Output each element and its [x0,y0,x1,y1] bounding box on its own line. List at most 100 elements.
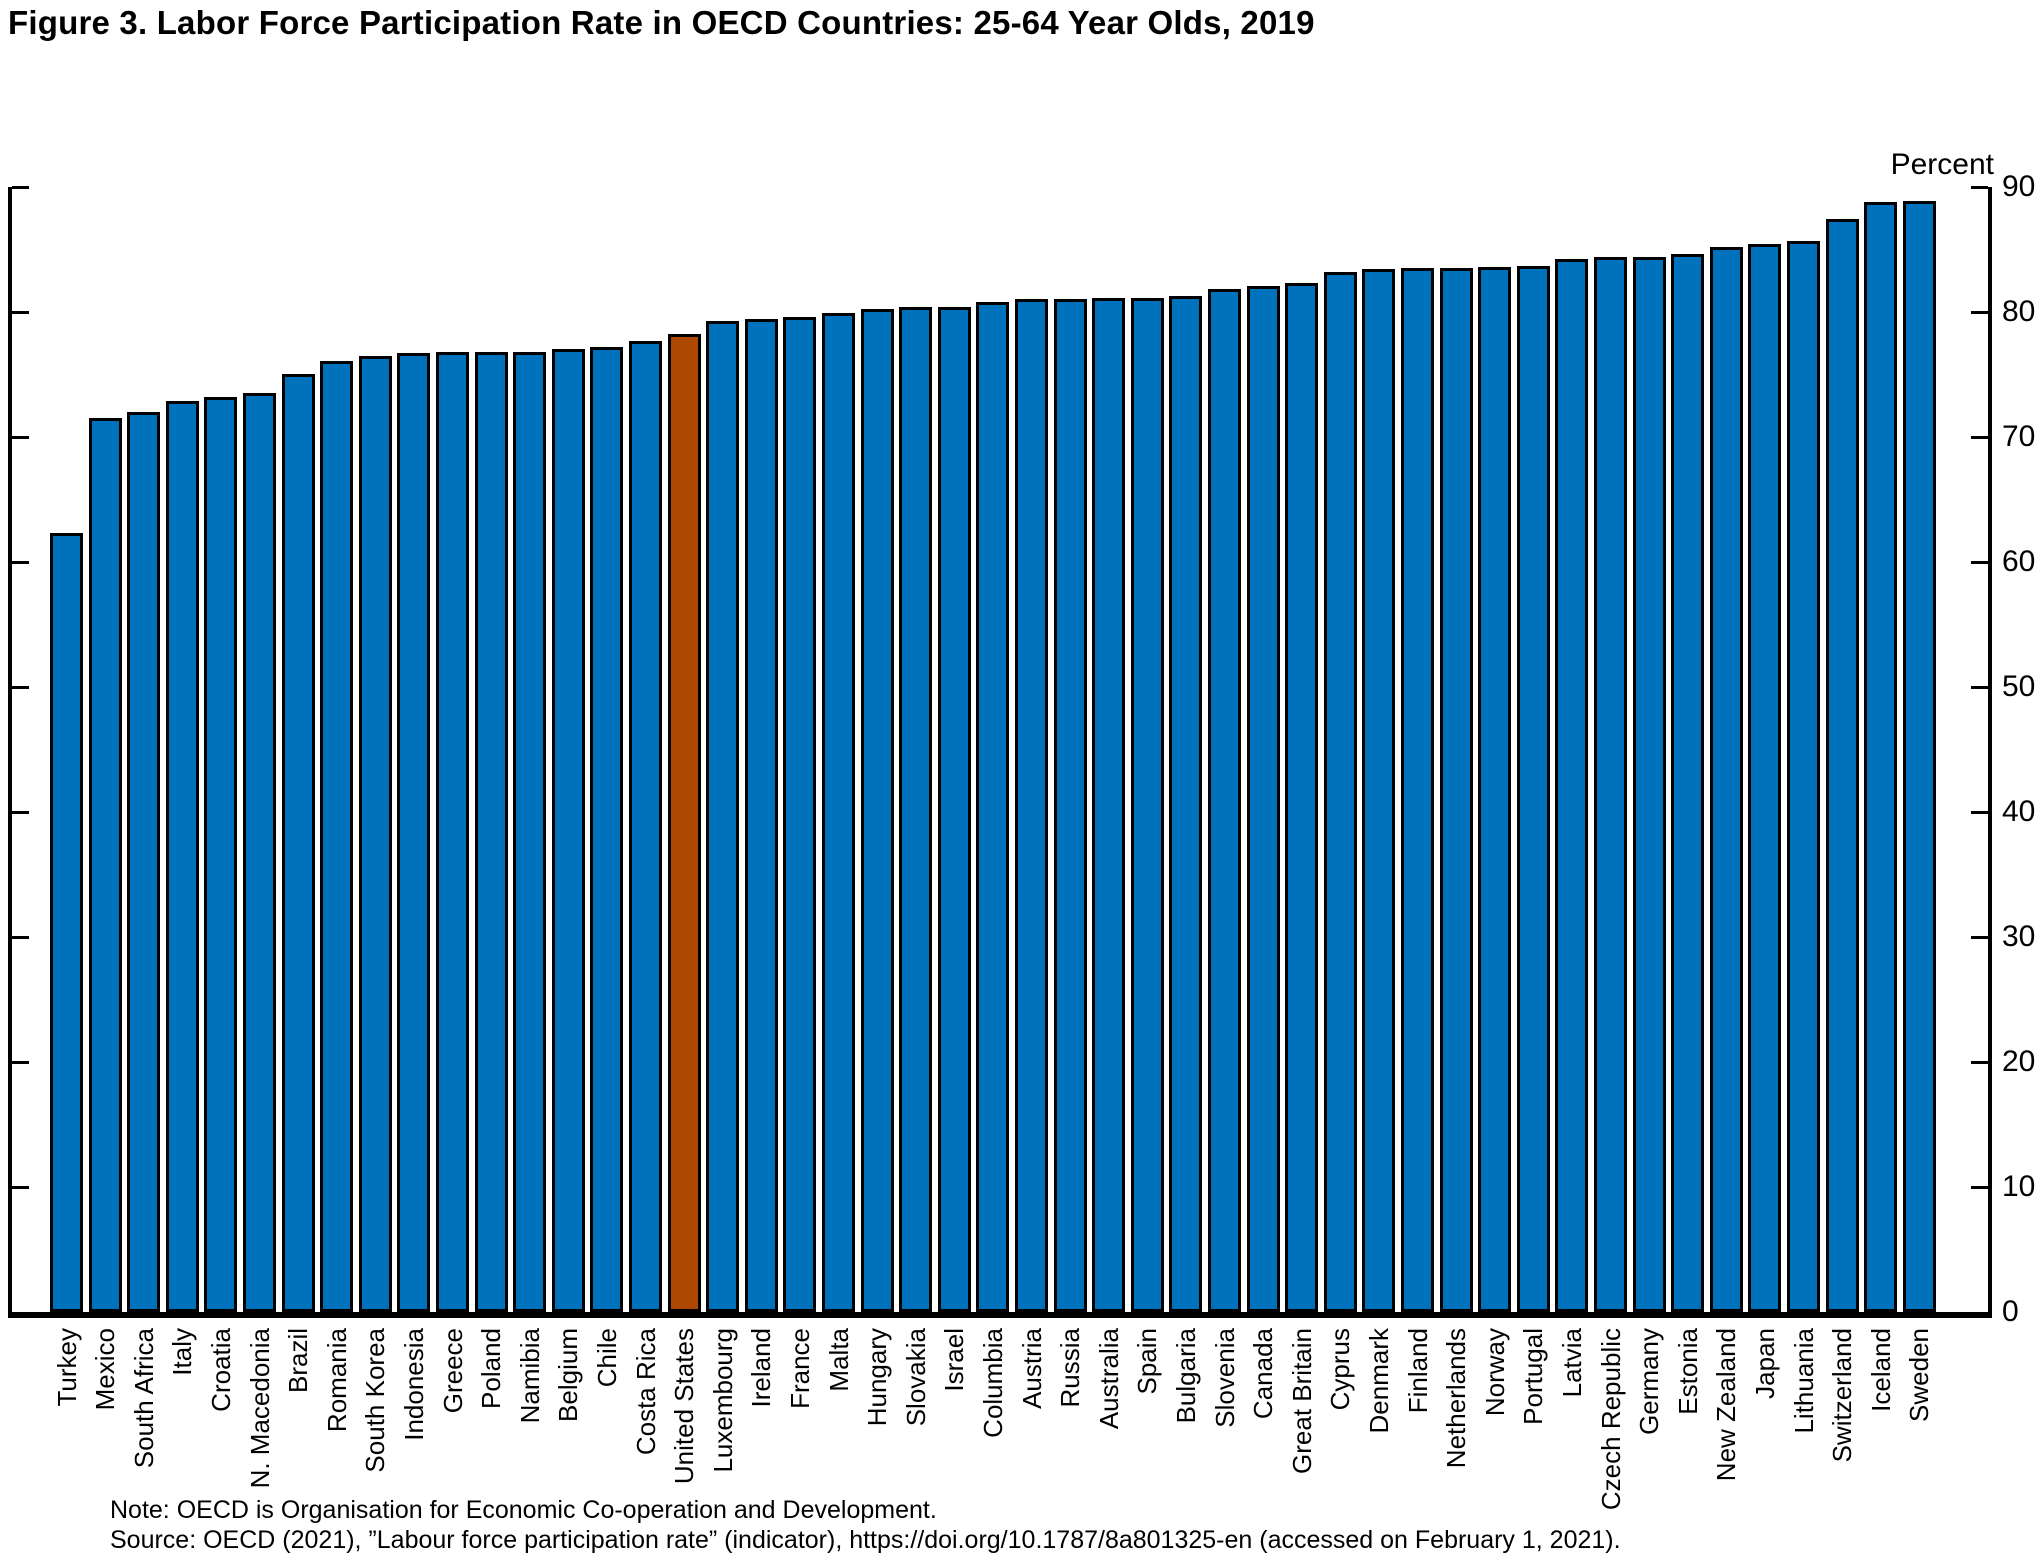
x-axis-label-box: Hungary [857,1328,897,1426]
x-axis-label: Spain [1132,1328,1162,1395]
x-axis-label-box: N. Macedonia [240,1328,280,1488]
x-axis-label-box: Portugal [1513,1328,1553,1425]
x-axis-label-box: Croatia [201,1328,241,1412]
bar-netherlands [1440,268,1473,1312]
bar-germany [1633,257,1666,1312]
x-axis-label: Israel [939,1328,969,1392]
y-axis-tick-label: 70 [2002,420,2036,453]
y-axis-tick-right [1971,311,1988,314]
x-axis-label-box: Malta [819,1328,859,1392]
bar-mexico [89,418,122,1312]
x-axis-label: Chile [592,1328,622,1388]
bar-finland [1401,268,1434,1312]
x-axis-label: United States [669,1328,699,1485]
bar-croatia [204,397,237,1312]
x-axis-label-box: New Zealand [1706,1328,1746,1481]
x-axis-label-box: Turkey [47,1328,87,1407]
x-axis-label: Great Britain [1287,1328,1317,1474]
bar-latvia [1555,259,1588,1312]
x-axis-label: Denmark [1364,1328,1394,1434]
x-axis-label: France [785,1328,815,1409]
x-axis-label-box: Germany [1629,1328,1669,1435]
y-axis-tick-label: 20 [2002,1045,2036,1078]
x-axis-label-box: Iceland [1861,1328,1901,1412]
x-axis-label: N. Macedonia [245,1328,275,1489]
x-axis-label-box: Columbia [973,1328,1013,1438]
x-axis-label-box: Romania [317,1328,357,1432]
y-axis-tick-right [1971,436,1988,439]
x-axis-label: Switzerland [1827,1328,1857,1463]
bar-romania [320,361,353,1312]
x-axis-label: Lithuania [1789,1328,1819,1434]
y-axis-tick-left [12,936,29,939]
bar-denmark [1362,269,1395,1312]
x-axis-label: Belgium [553,1328,583,1422]
bar-brazil [282,374,315,1312]
x-axis-label-box: Bulgaria [1166,1328,1206,1423]
y-axis-unit-label: Percent [1890,148,1994,181]
bar-n-macedonia [243,393,276,1312]
x-axis-label: Finland [1403,1328,1433,1414]
x-axis-label-box: Finland [1398,1328,1438,1413]
bar-south-korea [359,356,392,1312]
bar-slovenia [1208,289,1241,1312]
x-axis-label-box: Mexico [85,1328,125,1410]
y-axis-tick-label: 40 [2002,795,2036,828]
y-axis-tick-label: 90 [2002,170,2036,203]
bar-columbia [976,302,1009,1312]
y-axis-tick-label: 30 [2002,920,2036,953]
x-axis-label: Slovenia [1210,1328,1240,1428]
bar-belgium [552,349,585,1312]
bar-greece [436,352,469,1312]
x-axis-label: Cyprus [1325,1328,1355,1411]
x-axis-label: Hungary [862,1328,892,1427]
y-axis-tick-label: 80 [2002,295,2036,328]
x-axis-label: Indonesia [399,1328,429,1441]
x-axis-label-box: Ireland [741,1328,781,1408]
bar-iceland [1864,202,1897,1312]
x-axis-label: Australia [1094,1328,1124,1430]
x-axis-label-box: Spain [1127,1328,1167,1395]
y-axis-tick-left [12,811,29,814]
bar-russia [1054,299,1087,1312]
x-axis-label-box: Greece [433,1328,473,1413]
x-axis-label: Estonia [1673,1328,1703,1415]
bar-united-states [668,334,701,1312]
bar-ireland [745,319,778,1312]
x-axis-label: Czech Republic [1596,1328,1626,1511]
x-axis-label-box: Denmark [1359,1328,1399,1433]
x-axis-label-box: Namibia [510,1328,550,1423]
x-axis-label: Portugal [1518,1328,1548,1425]
bar-new-zealand [1710,247,1743,1312]
x-axis-label-box: Estonia [1668,1328,1708,1415]
x-axis-label: Canada [1248,1328,1278,1420]
x-axis-label-box: Indonesia [394,1328,434,1441]
bar-canada [1247,286,1280,1312]
x-axis-label: Brazil [283,1328,313,1394]
bar-slovakia [899,307,932,1312]
y-axis-tick-right [1971,186,1988,189]
y-axis-tick-left [12,436,29,439]
x-axis-label: Netherlands [1441,1328,1471,1469]
x-axis-label: South Africa [129,1328,159,1469]
y-axis-tick-label: 60 [2002,545,2036,578]
x-axis-label: Iceland [1866,1328,1896,1412]
bar-switzerland [1826,219,1859,1312]
x-axis-label: Bulgaria [1171,1328,1201,1424]
bar-norway [1478,267,1511,1312]
x-axis-label: Greece [438,1328,468,1414]
bar-cyprus [1324,272,1357,1312]
y-axis-tick-left [12,1186,29,1189]
y-axis-right-spine [1988,187,1992,1312]
x-axis-label: Italy [167,1328,197,1376]
x-axis-label: Columbia [978,1328,1008,1438]
x-axis-label: Japan [1750,1328,1780,1399]
bar-south-africa [127,412,160,1312]
bar-czech-republic [1594,257,1627,1312]
x-axis-label: Luxembourg [708,1328,738,1473]
x-axis-label-box: Cyprus [1320,1328,1360,1410]
y-axis-tick-label: 50 [2002,670,2036,703]
x-axis-label: Germany [1634,1328,1664,1435]
bar-hungary [861,309,894,1312]
x-axis-label: South Korea [360,1328,390,1473]
